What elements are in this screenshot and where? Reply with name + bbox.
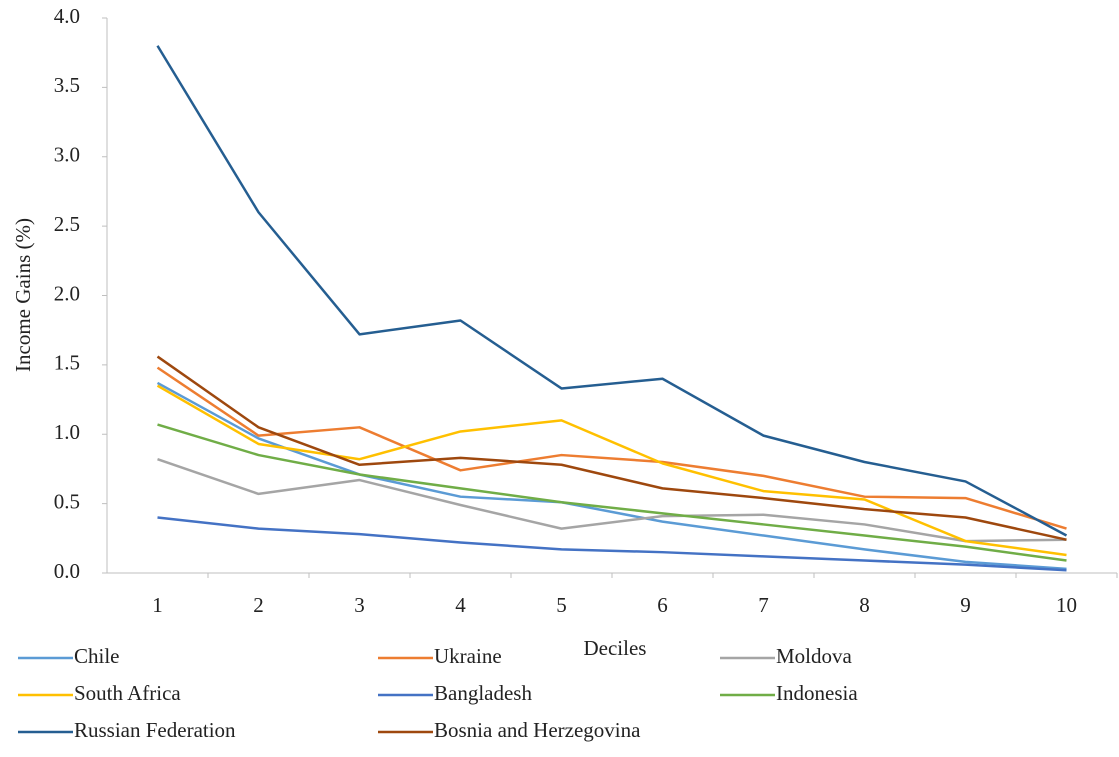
- series-line: [156, 381, 1067, 571]
- y-tick-label: 3.5: [54, 73, 80, 97]
- x-tick-label: 3: [354, 593, 365, 617]
- y-tick-label: 4.0: [54, 4, 80, 28]
- x-tick-label: 6: [657, 593, 668, 617]
- series-line: [156, 45, 1068, 537]
- legend-label: Russian Federation: [74, 718, 236, 742]
- legend-label: Bangladesh: [434, 681, 532, 705]
- y-tick-label: 3.0: [54, 143, 80, 167]
- y-tick-label: 2.5: [54, 212, 80, 236]
- legend-label: South Africa: [74, 681, 181, 705]
- legend-label: Moldova: [776, 644, 853, 668]
- y-tick-label: 0.5: [54, 489, 80, 513]
- x-tick-label: 7: [758, 593, 769, 617]
- x-tick-label: 10: [1056, 593, 1077, 617]
- y-axis-title: Income Gains (%): [11, 218, 35, 372]
- series-line: [156, 355, 1067, 541]
- y-tick-label: 1.0: [54, 420, 80, 444]
- x-tick-label: 9: [960, 593, 971, 617]
- y-tick-label: 0.0: [54, 559, 80, 583]
- x-tick-label: 4: [455, 593, 466, 617]
- series-line: [157, 516, 1067, 572]
- series-line: [157, 423, 1067, 562]
- x-axis-title: Deciles: [584, 636, 647, 660]
- y-tick-label: 1.5: [54, 351, 80, 375]
- legend-label: Indonesia: [776, 681, 858, 705]
- series-line: [156, 384, 1067, 557]
- x-tick-label: 8: [859, 593, 870, 617]
- legend-label: Chile: [74, 644, 120, 668]
- series-line: [157, 458, 1067, 543]
- x-tick-label: 5: [556, 593, 567, 617]
- x-tick-label: 2: [253, 593, 264, 617]
- x-tick-label: 1: [152, 593, 163, 617]
- legend-label: Bosnia and Herzegovina: [434, 718, 641, 742]
- y-tick-label: 2.0: [54, 281, 80, 305]
- series-line: [156, 366, 1067, 530]
- legend-label: Ukraine: [434, 644, 502, 668]
